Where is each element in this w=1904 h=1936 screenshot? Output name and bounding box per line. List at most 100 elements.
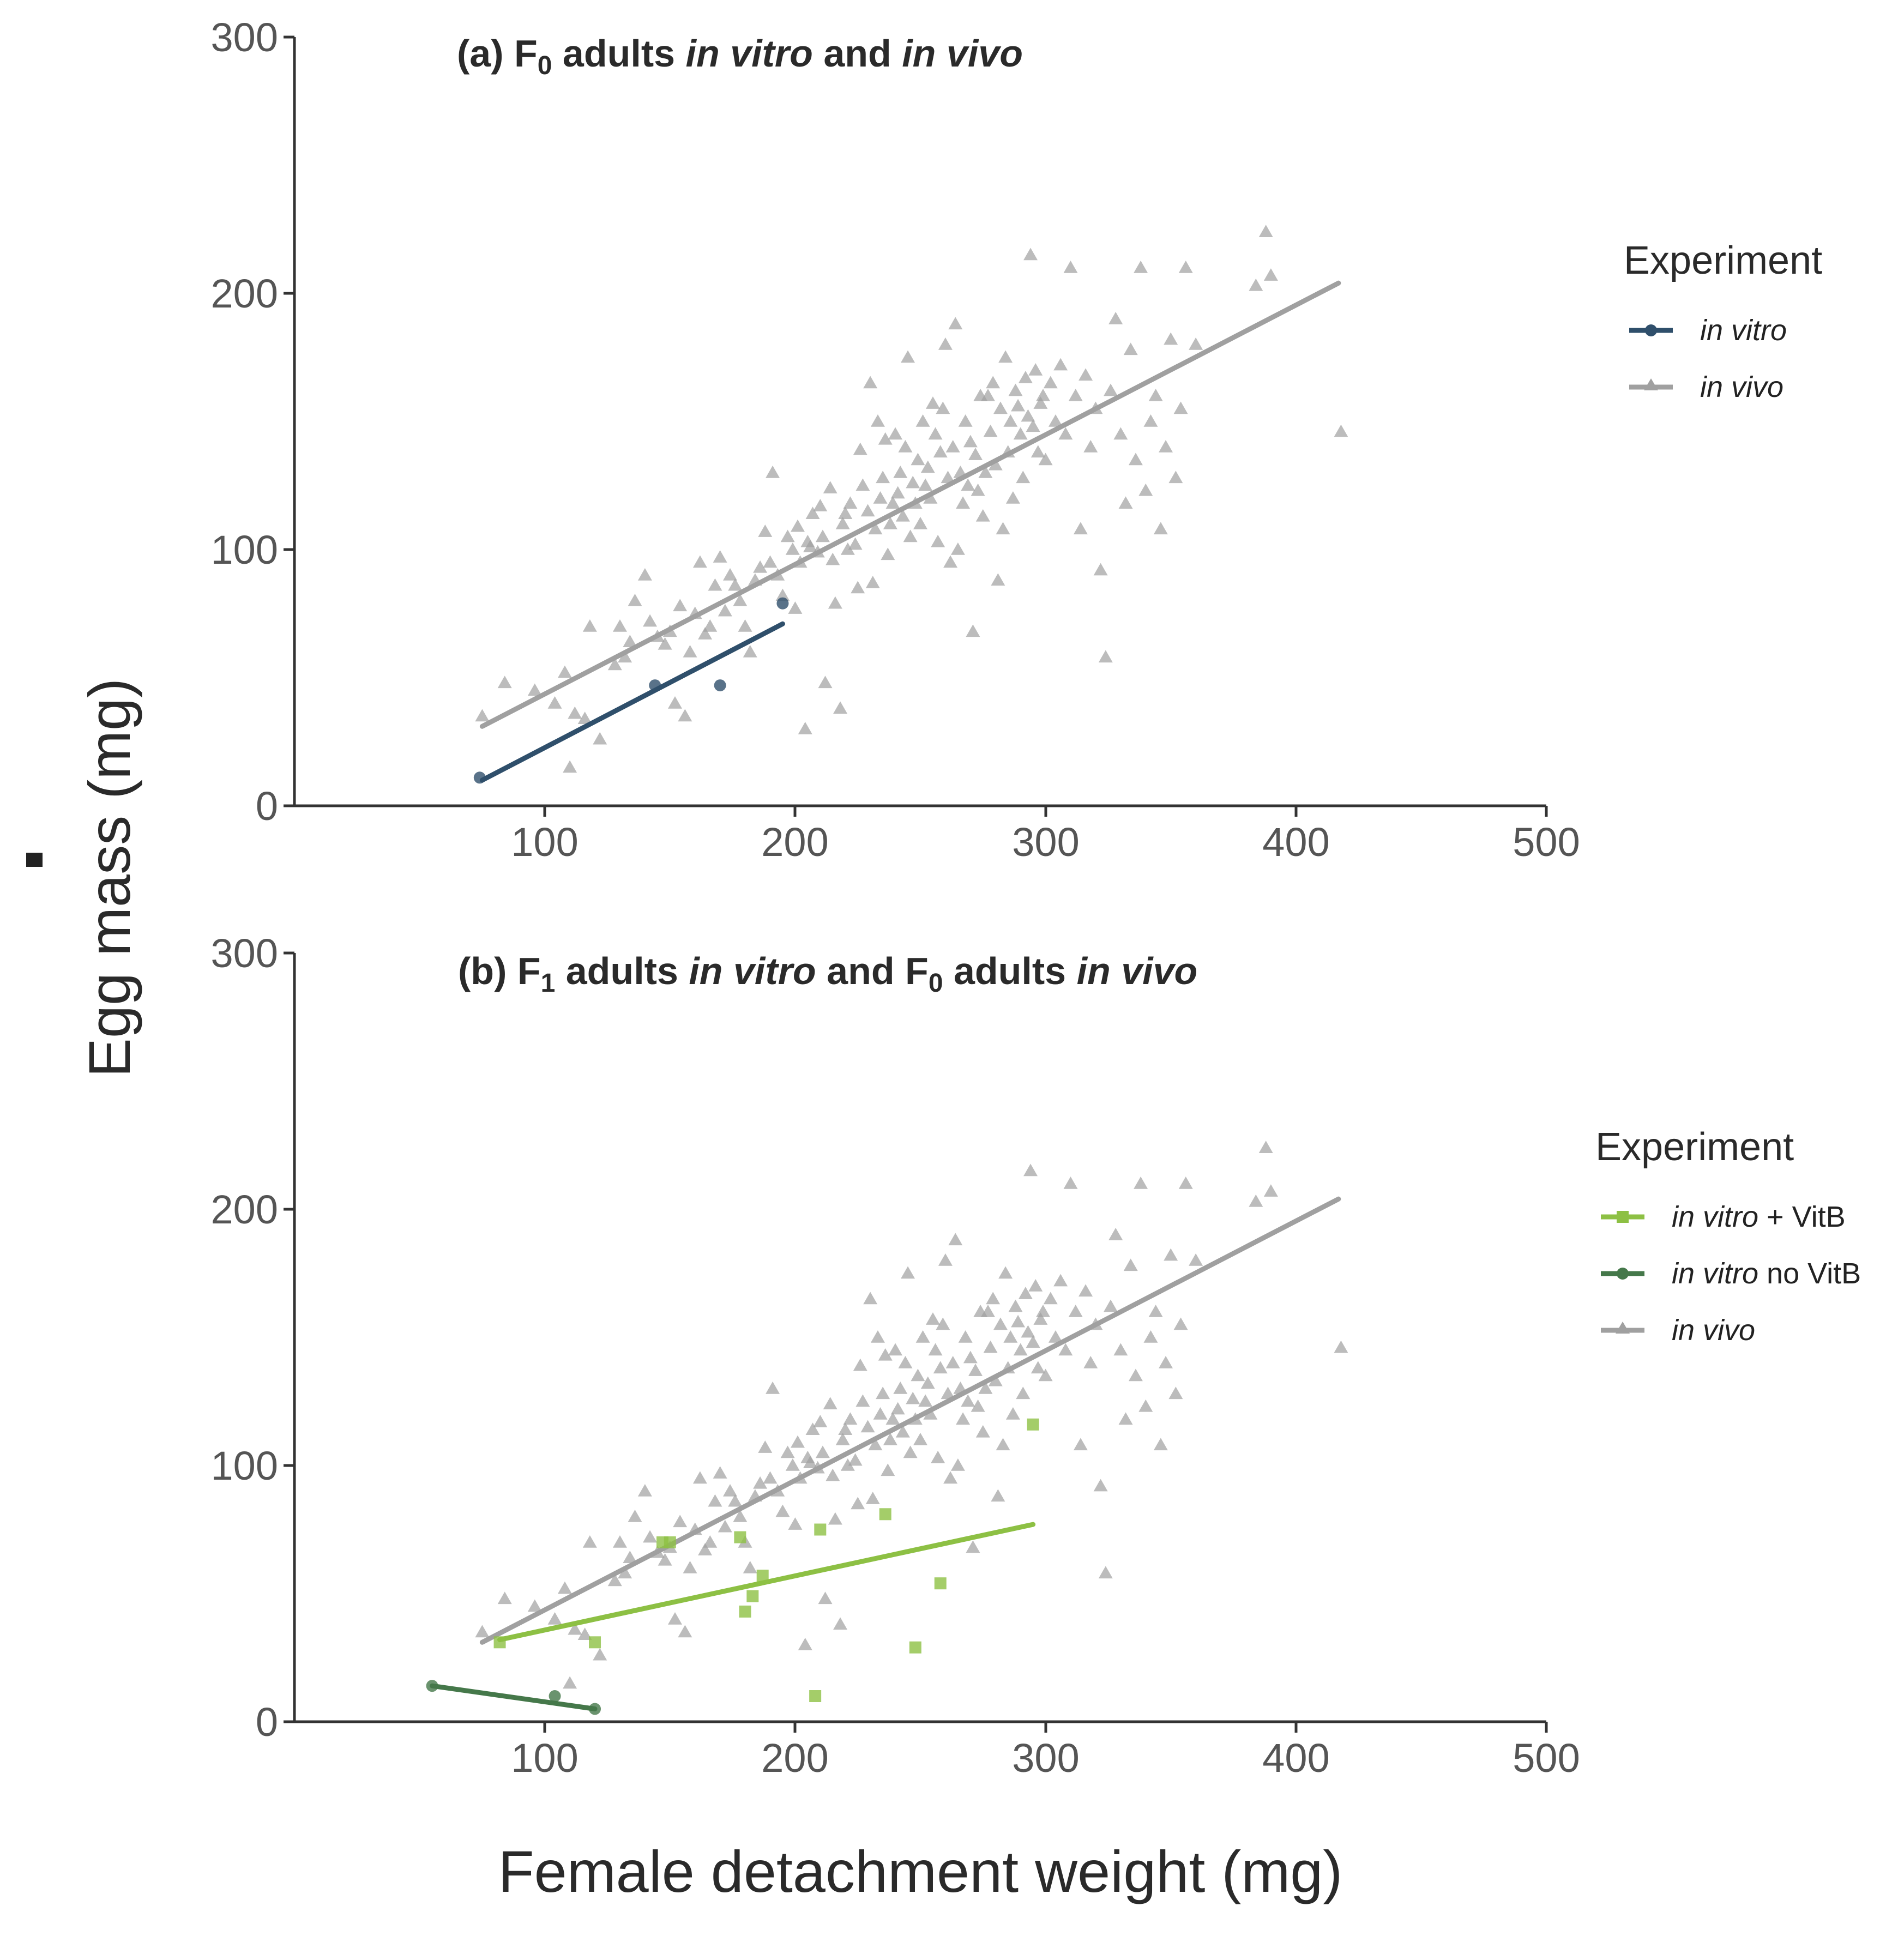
in-vivo-point	[966, 1540, 980, 1553]
in-vivo-point	[1033, 396, 1048, 409]
in-vitro-vitb-point	[909, 1641, 921, 1654]
in-vivo-point	[813, 1415, 828, 1427]
in-vivo-point	[950, 542, 965, 555]
in-vivo-point	[723, 568, 738, 581]
in-vivo-point	[848, 1453, 863, 1466]
in-vivo-point	[863, 1292, 878, 1305]
in-vivo-point	[865, 1492, 880, 1504]
panel-a-y-ticks: 0 100 200 300	[211, 15, 294, 829]
in-vivo-point	[948, 1233, 963, 1246]
in-vivo-point	[1168, 471, 1183, 484]
in-vivo-point	[901, 1266, 915, 1279]
panel-a-x-tick-label: 400	[1262, 819, 1329, 865]
in-vivo-point	[1031, 1361, 1045, 1374]
in-vivo-point	[658, 637, 672, 650]
in-vivo-point	[853, 442, 867, 455]
in-vivo-point	[1159, 1356, 1173, 1368]
in-vivo-point	[1031, 445, 1045, 458]
panel-b-legend-label-italic: in vitro	[1672, 1257, 1758, 1290]
in-vivo-point	[607, 658, 622, 671]
in-vivo-point	[1098, 1566, 1113, 1579]
in-vivo-point	[815, 529, 830, 542]
in-vivo-point	[1138, 1399, 1153, 1412]
in-vivo-point	[1134, 1177, 1148, 1189]
in-vitro-vitb-point	[739, 1605, 751, 1618]
in-vivo-point	[1153, 1438, 1168, 1451]
in-vivo-point	[1093, 1479, 1108, 1492]
in-vivo-point	[958, 1330, 973, 1343]
panel-b-y-tick-label: 0	[256, 1699, 278, 1745]
y-axis-title: Egg mass (mg)	[76, 678, 142, 1077]
in-vitro-novitb-point	[589, 1703, 601, 1715]
in-vivo-point	[848, 537, 863, 550]
in-vivo-point	[612, 1535, 627, 1548]
in-vivo-point	[692, 555, 707, 568]
in-vivo-point	[1008, 1299, 1023, 1312]
panel-a-y-tick-label: 200	[211, 271, 278, 316]
in-vivo-point	[936, 401, 950, 414]
in-vivo-point	[956, 496, 971, 509]
in-vivo-point	[870, 414, 885, 427]
in-vivo-point	[1148, 1305, 1163, 1317]
in-vivo-point	[868, 522, 883, 535]
in-vivo-point	[878, 432, 893, 445]
in-vivo-point	[968, 448, 983, 460]
in-vivo-point	[1113, 1343, 1128, 1356]
in-vitro-vitb-point	[664, 1536, 676, 1548]
in-vivo-point	[870, 1330, 885, 1343]
in-vivo-point	[1016, 471, 1031, 484]
in-vivo-point	[1263, 268, 1278, 281]
in-vivo-point	[986, 1292, 1001, 1305]
in-vivo-point	[885, 1412, 900, 1425]
in-vivo-point	[851, 1497, 865, 1510]
in-vivo-point	[785, 1458, 800, 1471]
in-vivo-point	[1073, 522, 1088, 535]
in-vivo-point	[1108, 1228, 1123, 1240]
in-vivo-point	[1003, 414, 1018, 427]
in-vivo-point	[667, 696, 682, 709]
in-vivo-point	[840, 542, 855, 555]
in-vivo-point	[643, 1530, 658, 1543]
in-vivo-point	[943, 1471, 958, 1484]
in-vivo-point	[813, 499, 828, 511]
in-vivo-point	[933, 445, 948, 458]
in-vivo-point	[835, 517, 850, 529]
panel-b-x-tick-label: 400	[1262, 1735, 1329, 1781]
in-vivo-point	[1008, 383, 1023, 396]
panel-b-fit-layer	[426, 1196, 1341, 1715]
in-vivo-point	[798, 1638, 812, 1650]
in-vivo-point	[1189, 1253, 1203, 1266]
in-vivo-point	[728, 578, 743, 591]
in-vivo-point	[956, 1412, 971, 1425]
in-vivo-point	[1123, 1258, 1138, 1271]
in-vivo-point	[826, 552, 840, 565]
in-vivo-point	[637, 1484, 652, 1497]
in-vivo-point	[938, 1253, 953, 1266]
in-vivo-point	[683, 645, 697, 658]
in-vivo-point	[1173, 401, 1188, 414]
in-vivo-point	[475, 1625, 490, 1638]
in-vitro-vitb-point	[734, 1531, 746, 1543]
in-vivo-point	[1036, 389, 1051, 401]
in-vivo-point	[898, 1356, 913, 1368]
in-vivo-point	[623, 635, 637, 647]
in-vivo-point	[805, 1422, 820, 1435]
in-vivo-point	[1063, 1177, 1078, 1189]
in-vivo-point	[1164, 332, 1178, 345]
in-vivo-point	[1178, 261, 1193, 273]
in-vivo-point	[1048, 414, 1063, 427]
in-vivo-point	[1083, 440, 1098, 453]
in-vivo-point	[1143, 1330, 1158, 1343]
panel-a-title-part: and	[813, 32, 902, 75]
in-vivo-point	[983, 1340, 998, 1353]
panel-b-legend-label-suffix: + VitB	[1758, 1201, 1846, 1233]
panel-a-x-tick-label: 100	[511, 819, 578, 865]
in-vivo-point	[1068, 1305, 1083, 1317]
in-vivo-point	[582, 619, 597, 632]
in-vivo-point	[983, 424, 998, 437]
in-vivo-point	[931, 534, 945, 547]
in-vivo-point	[618, 650, 632, 663]
in-vivo-point	[968, 1364, 983, 1376]
in-vivo-point	[1113, 427, 1128, 440]
